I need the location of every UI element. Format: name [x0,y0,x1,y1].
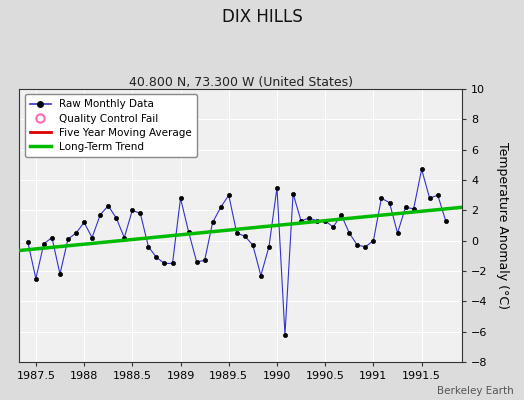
Title: 40.800 N, 73.300 W (United States): 40.800 N, 73.300 W (United States) [129,76,353,89]
Legend: Raw Monthly Data, Quality Control Fail, Five Year Moving Average, Long-Term Tren: Raw Monthly Data, Quality Control Fail, … [25,94,197,157]
Text: Berkeley Earth: Berkeley Earth [437,386,514,396]
Y-axis label: Temperature Anomaly (°C): Temperature Anomaly (°C) [496,142,509,309]
Text: DIX HILLS: DIX HILLS [222,8,302,26]
